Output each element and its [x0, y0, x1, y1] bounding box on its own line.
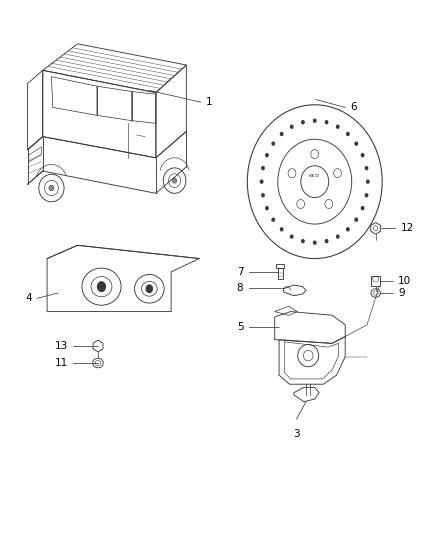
Circle shape	[336, 125, 339, 128]
Circle shape	[365, 194, 368, 197]
Circle shape	[361, 207, 364, 209]
Circle shape	[336, 235, 339, 238]
Circle shape	[367, 180, 369, 183]
Circle shape	[346, 228, 349, 231]
Text: 5: 5	[237, 322, 244, 333]
Text: 1: 1	[206, 97, 212, 107]
Circle shape	[98, 282, 106, 292]
Circle shape	[355, 218, 357, 221]
Circle shape	[266, 154, 268, 157]
Bar	[371, 276, 380, 286]
Ellipse shape	[173, 178, 177, 183]
Circle shape	[314, 241, 316, 244]
Circle shape	[346, 133, 349, 135]
Text: 7: 7	[237, 267, 244, 277]
Circle shape	[325, 121, 328, 124]
Circle shape	[290, 125, 293, 128]
Circle shape	[355, 142, 357, 145]
Circle shape	[266, 207, 268, 209]
Circle shape	[272, 218, 275, 221]
Circle shape	[280, 133, 283, 135]
Circle shape	[361, 154, 364, 157]
Circle shape	[302, 121, 304, 124]
Text: 9: 9	[398, 288, 405, 298]
Text: 6: 6	[350, 102, 357, 112]
Bar	[278, 268, 283, 279]
Text: 10: 10	[398, 276, 411, 286]
Circle shape	[262, 167, 264, 169]
Text: 12: 12	[400, 223, 414, 233]
Circle shape	[290, 235, 293, 238]
Text: 3: 3	[293, 429, 300, 439]
Circle shape	[365, 167, 368, 169]
Circle shape	[325, 240, 328, 243]
Circle shape	[272, 142, 275, 145]
Text: eco: eco	[309, 173, 320, 178]
Circle shape	[280, 228, 283, 231]
Ellipse shape	[49, 185, 54, 191]
Circle shape	[262, 194, 264, 197]
Circle shape	[314, 119, 316, 122]
Circle shape	[146, 285, 152, 293]
Text: 8: 8	[237, 282, 244, 293]
Circle shape	[261, 180, 263, 183]
Text: 4: 4	[25, 293, 32, 303]
Text: 13: 13	[55, 341, 68, 351]
Text: 11: 11	[55, 358, 68, 368]
Circle shape	[302, 240, 304, 243]
